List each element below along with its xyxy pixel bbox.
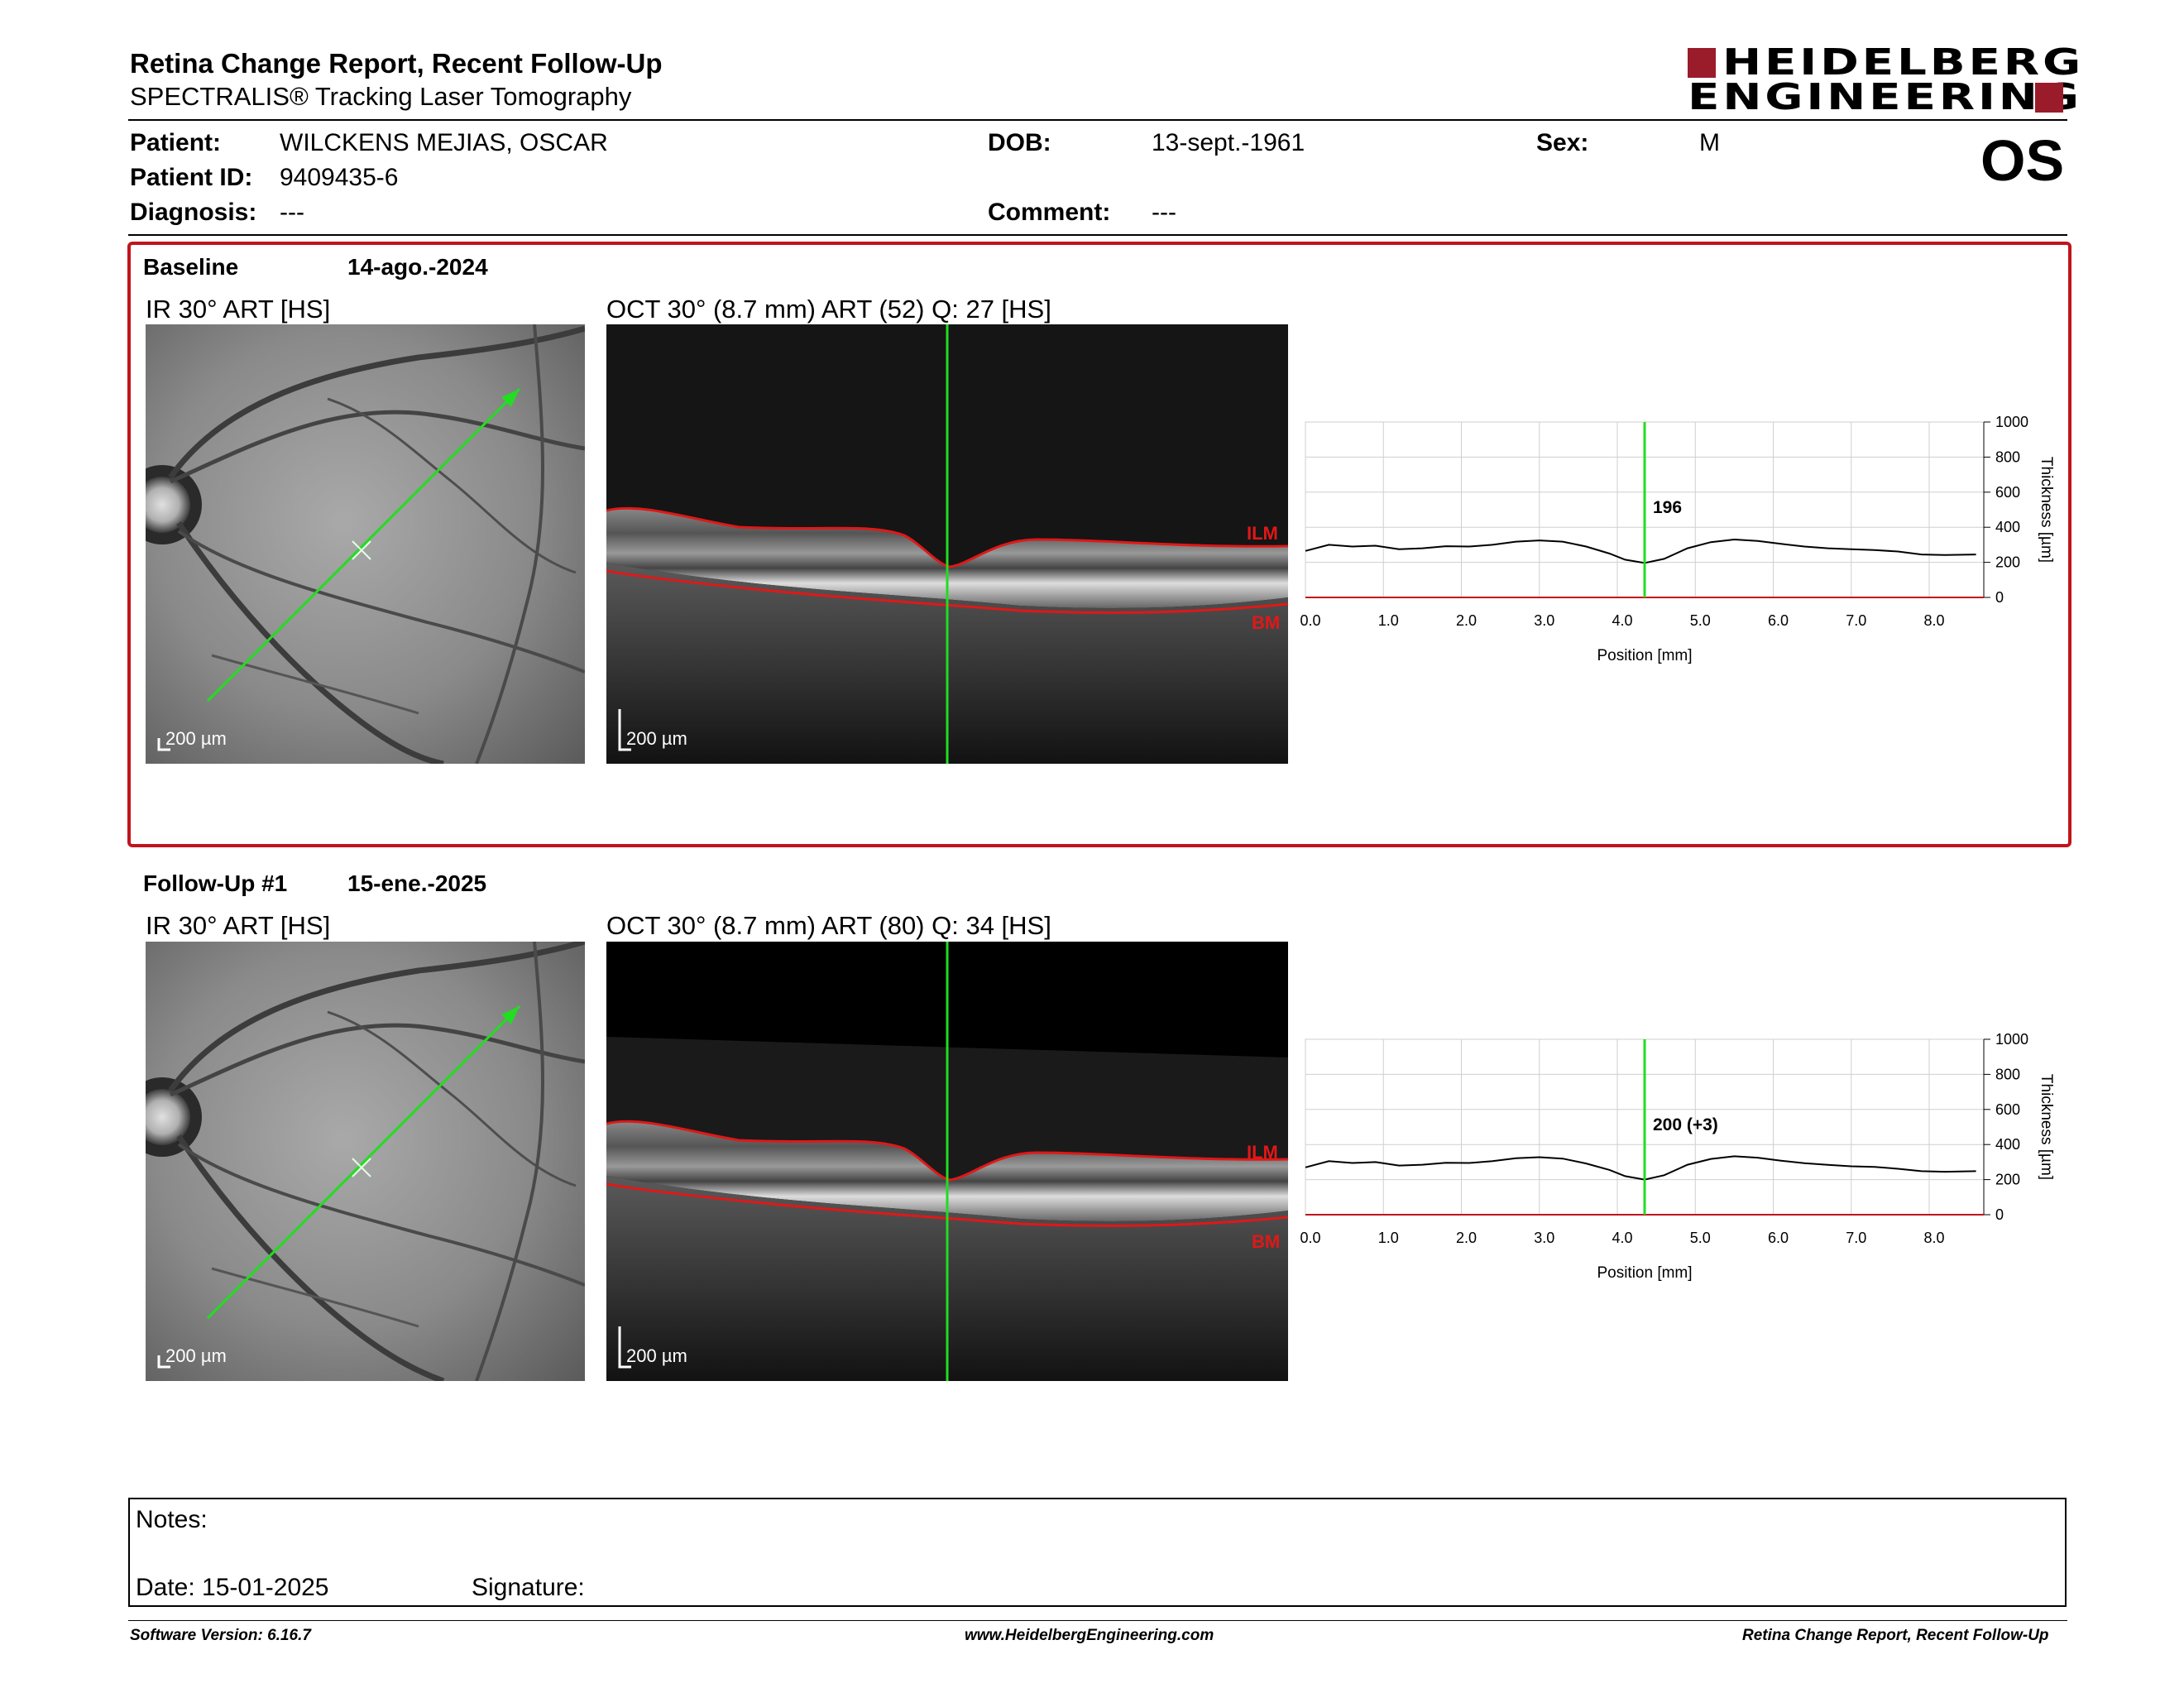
baseline-bm-label: BM — [1252, 612, 1281, 633]
baseline-oct-scale: 200 µm — [626, 728, 687, 749]
baseline-oct-label: OCT 30° (8.7 mm) ART (52) Q: 27 [HS] — [606, 295, 1051, 324]
baseline-highlight-box — [127, 242, 2071, 847]
chart-x-tick-label: 3.0 — [1534, 1230, 1554, 1246]
patient-label: Patient: — [130, 129, 222, 156]
chart-y-tick-label: 200 — [1995, 554, 2020, 571]
comment-value: --- — [1152, 199, 1176, 226]
sex-value: M — [1699, 129, 1720, 156]
chart-y-tick-label: 400 — [1995, 519, 2020, 535]
chart-x-tick-label: 1.0 — [1378, 612, 1399, 629]
followup-ir-label: IR 30° ART [HS] — [146, 911, 331, 940]
logo-line-1: HEIDELBERG — [1722, 41, 2085, 84]
chart-cursor-value-label: 200 (+3) — [1653, 1115, 1718, 1134]
chart-thickness-series-line — [1305, 538, 1976, 564]
chart-y-tick-label: 0 — [1995, 589, 2004, 606]
report-title: Retina Change Report, Recent Follow-Up — [130, 48, 663, 79]
chart-y-tick-label: 400 — [1995, 1136, 2020, 1153]
diagnosis-value: --- — [280, 199, 304, 226]
baseline-label: Baseline — [143, 254, 239, 280]
followup-label: Follow-Up #1 — [143, 870, 288, 896]
chart-y-axis-label: Thickness [µm] — [2038, 1074, 2055, 1180]
sex-label: Sex: — [1536, 129, 1589, 156]
chart-x-tick-label: 3.0 — [1534, 612, 1554, 629]
chart-x-tick-label: 5.0 — [1690, 1230, 1711, 1246]
notes-label: Notes: — [136, 1506, 208, 1533]
footer-website: www.HeidelbergEngineering.com — [965, 1627, 1214, 1644]
dob-value: 13-sept.-1961 — [1152, 129, 1305, 156]
footer-divider — [128, 1620, 2067, 1621]
chart-y-tick-label: 1000 — [1995, 414, 2028, 430]
chart-y-tick-label: 0 — [1995, 1206, 2004, 1223]
chart-x-tick-label: 7.0 — [1846, 612, 1866, 629]
signature-label: Signature: — [472, 1574, 585, 1601]
followup-oct-scale: 200 µm — [626, 1345, 687, 1366]
baseline-ir-scale: 200 µm — [165, 728, 227, 749]
footer-report-name: Retina Change Report, Recent Follow-Up — [1742, 1627, 2049, 1644]
followup-thickness-svg: 0.0 1.0 2.0 3.0 4.0 5.0 6.0 7.0 8.0 0 200 400 600 800… — [1300, 1031, 2055, 1282]
comment-label: Comment: — [988, 199, 1111, 226]
notes-date: Date: 15-01-2025 — [136, 1574, 329, 1601]
chart-x-tick-label: 6.0 — [1768, 1230, 1789, 1246]
chart-x-tick-label: 4.0 — [1612, 1230, 1632, 1246]
patient-id-value: 9409435-6 — [280, 164, 399, 191]
notes-box: Notes: Date: 15-01-2025 Signature: — [128, 1498, 2067, 1607]
baseline-thickness-chart: 0.0 1.0 2.0 3.0 4.0 5.0 6.0 7.0 8.0 0 200 400 600 800… — [1300, 414, 2062, 679]
chart-x-tick-label: 8.0 — [1924, 612, 1945, 629]
chart-y-axis-label: Thickness [µm] — [2038, 457, 2055, 563]
logo-square-top — [1688, 48, 1716, 78]
followup-date: 15-ene.-2025 — [347, 870, 487, 896]
baseline-oct-bscan-image: ILM BM 200 µm — [606, 324, 1288, 764]
baseline-date: 14-ago.-2024 — [347, 254, 488, 280]
followup-oct-bscan-image: ILM BM 200 µm — [606, 942, 1288, 1381]
header-divider-top — [128, 119, 2067, 121]
chart-x-tick-label: 4.0 — [1612, 612, 1632, 629]
chart-x-tick-label: 8.0 — [1924, 1230, 1945, 1246]
chart-x-tick-label: 0.0 — [1300, 612, 1321, 629]
chart-x-tick-label: 6.0 — [1768, 612, 1789, 629]
chart-thickness-series-line — [1305, 1155, 1976, 1181]
followup-bm-label: BM — [1252, 1231, 1281, 1252]
baseline-ir-label: IR 30° ART [HS] — [146, 295, 331, 324]
chart-x-tick-label: 2.0 — [1456, 612, 1477, 629]
chart-y-tick-label: 800 — [1995, 1066, 2020, 1082]
followup-thickness-chart: 0.0 1.0 2.0 3.0 4.0 5.0 6.0 7.0 8.0 0 200 400 600 800… — [1300, 1031, 2062, 1296]
baseline-thickness-svg: 0.0 1.0 2.0 3.0 4.0 5.0 6.0 7.0 8.0 0 200 400 600 800… — [1300, 414, 2055, 664]
chart-y-tick-label: 800 — [1995, 448, 2020, 465]
followup-ir-scale: 200 µm — [165, 1345, 227, 1366]
heidelberg-logo: HEIDELBERG ENGINEERING — [1688, 45, 2081, 116]
eye-indicator: OS — [1980, 128, 2065, 193]
chart-y-tick-label: 1000 — [1995, 1031, 2028, 1048]
diagnosis-label: Diagnosis: — [130, 199, 257, 226]
followup-oct-label: OCT 30° (8.7 mm) ART (80) Q: 34 [HS] — [606, 911, 1051, 940]
baseline-ir-fundus-image: 200 µm — [146, 324, 585, 764]
followup-ir-fundus-image: 200 µm — [146, 942, 585, 1381]
dob-label: DOB: — [988, 129, 1051, 156]
report-subtitle: SPECTRALIS® Tracking Laser Tomography — [130, 82, 632, 111]
chart-y-tick-label: 600 — [1995, 484, 2020, 501]
patient-name: WILCKENS MEJIAS, OSCAR — [280, 129, 608, 156]
footer-version: Software Version: 6.16.7 — [130, 1627, 311, 1644]
followup-ilm-label: ILM — [1247, 1142, 1278, 1163]
chart-y-tick-label: 600 — [1995, 1101, 2020, 1118]
header-divider-bottom — [128, 234, 2067, 236]
chart-y-tick-label: 200 — [1995, 1172, 2020, 1188]
chart-cursor-value-label: 196 — [1653, 498, 1682, 517]
baseline-ilm-label: ILM — [1247, 523, 1278, 544]
chart-x-tick-label: 0.0 — [1300, 1230, 1321, 1246]
patient-id-label: Patient ID: — [130, 164, 253, 191]
logo-line-2: ENGINEERING — [1688, 76, 2082, 118]
chart-x-axis-label: Position [mm] — [1597, 1264, 1692, 1282]
logo-square-bottom — [2035, 83, 2063, 113]
chart-x-axis-label: Position [mm] — [1597, 647, 1692, 664]
chart-x-tick-label: 7.0 — [1846, 1230, 1866, 1246]
chart-x-tick-label: 5.0 — [1690, 612, 1711, 629]
chart-x-tick-label: 1.0 — [1378, 1230, 1399, 1246]
chart-x-tick-label: 2.0 — [1456, 1230, 1477, 1246]
